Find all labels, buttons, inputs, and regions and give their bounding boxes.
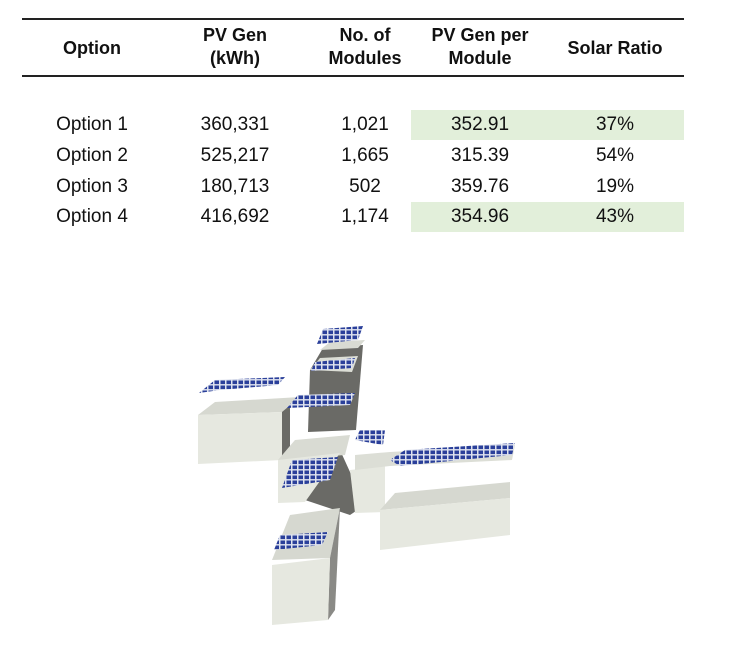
pv-array-tower-top: [317, 326, 363, 344]
row-highlight: [411, 202, 684, 232]
solar-ratio-cell: 43%: [595, 206, 635, 227]
row-highlight: [411, 110, 684, 140]
header-per-module-l1: PV Gen per: [431, 25, 529, 45]
header-modules: No. of Modules: [328, 24, 401, 70]
option-cell: Option 3: [56, 176, 128, 197]
per-module-cell: 354.96: [450, 206, 510, 227]
per-module-cell: 359.76: [450, 176, 510, 197]
center-shadow: [295, 450, 365, 515]
table-header-rule: [22, 75, 684, 77]
right-block-top: [380, 482, 510, 510]
lower-block-wall: [328, 508, 340, 620]
pv-array-small: [355, 430, 385, 445]
building-pv-model: [198, 326, 515, 625]
header-per-module-l2: Module: [448, 48, 512, 68]
solar-ratio-cell: 19%: [595, 176, 635, 197]
left-block-top: [198, 397, 300, 415]
header-option: Option: [63, 38, 121, 58]
pv-gen-cell: 525,217: [200, 145, 270, 166]
pv-array-right: [390, 443, 515, 466]
solar-ratio-cell: 54%: [595, 145, 635, 166]
per-module-cell: 315.39: [450, 145, 510, 166]
header-modules-l2: Modules: [328, 48, 402, 68]
pv-array-center-upper: [287, 393, 355, 408]
modules-cell: 1,665: [341, 145, 389, 166]
pv-array-left: [199, 377, 285, 393]
pv-gen-cell: 416,692: [200, 206, 270, 227]
header-solar-ratio: Solar Ratio: [567, 38, 663, 58]
header-per-module: PV Gen per Module: [431, 24, 528, 70]
solar-ratio-cell: 37%: [595, 114, 635, 135]
right-block-front: [380, 498, 510, 550]
modules-cell: 1,021: [341, 114, 389, 135]
table-top-rule: [22, 18, 684, 20]
pv-array-lower: [274, 532, 328, 550]
center-block-top: [278, 435, 350, 460]
pv-array-center: [282, 457, 338, 488]
header-pv-gen-l2: (kWh): [210, 48, 260, 68]
lower-block-front: [272, 558, 330, 625]
left-block-front: [198, 412, 282, 464]
pv-gen-cell: 360,331: [200, 114, 270, 135]
modules-cell: 502: [349, 176, 381, 197]
modules-cell: 1,174: [341, 206, 389, 227]
pv-array-tower-ledge: [311, 358, 355, 371]
pv-gen-cell: 180,713: [200, 176, 270, 197]
per-module-cell: 352.91: [450, 114, 510, 135]
left-gap-shadow: [282, 398, 290, 462]
option-cell: Option 2: [56, 145, 128, 166]
header-pv-gen-l1: PV Gen: [202, 25, 268, 45]
header-pv-gen: PV Gen (kWh): [203, 24, 267, 70]
option-cell: Option 1: [56, 114, 128, 135]
header-modules-l1: No. of: [339, 25, 391, 45]
option-cell: Option 4: [56, 206, 128, 227]
mid-block-front: [350, 466, 385, 513]
